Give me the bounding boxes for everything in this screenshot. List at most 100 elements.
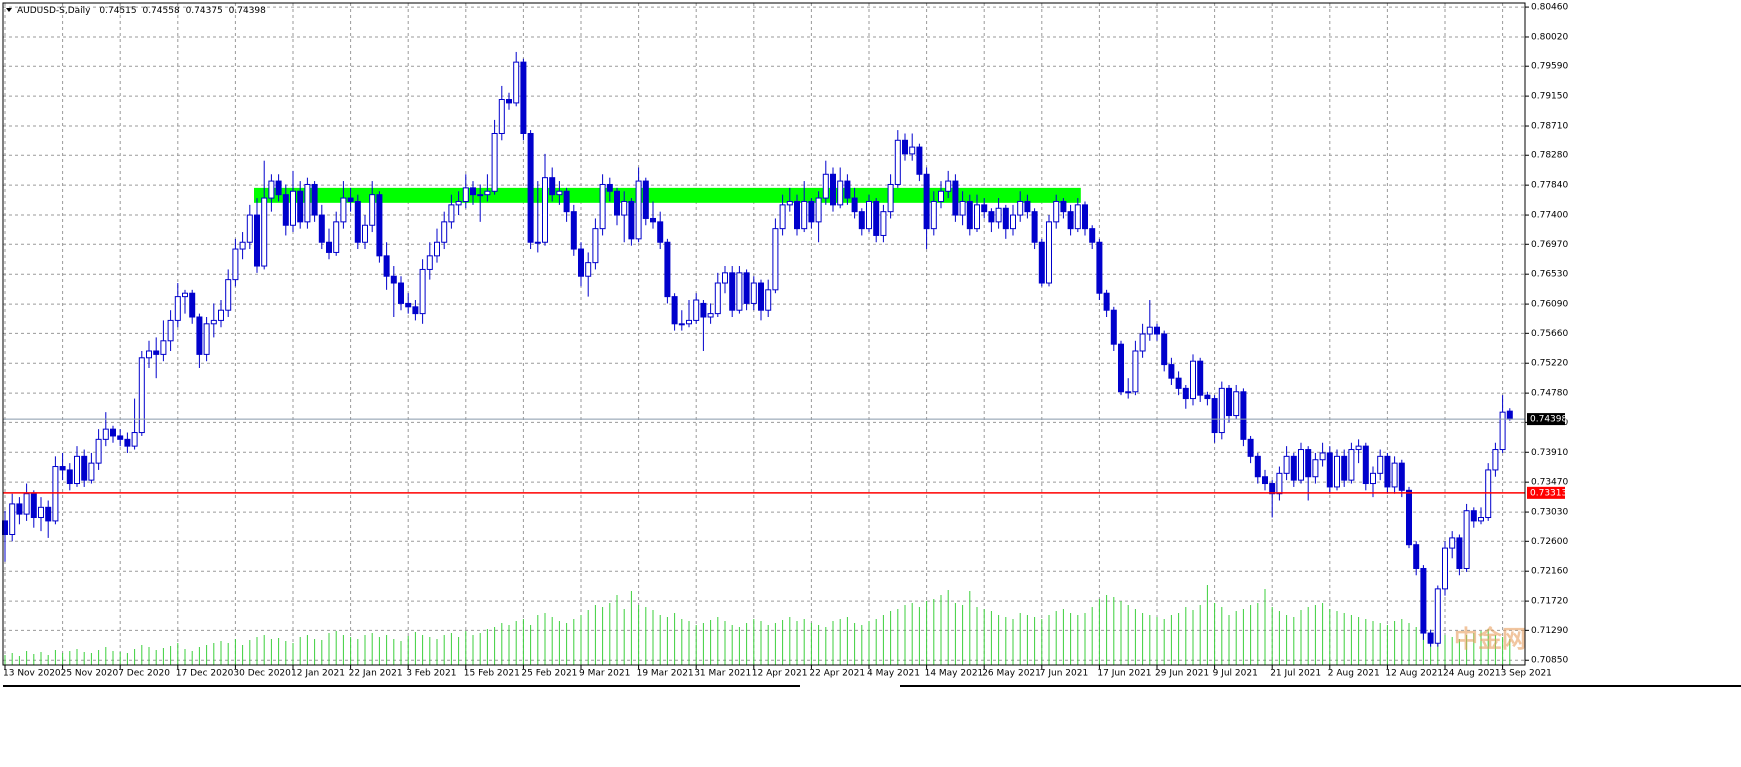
- candle-body: [736, 272, 743, 311]
- y-tick-label: 0.80460: [1531, 3, 1568, 13]
- candle-body: [1427, 632, 1434, 644]
- y-tick-label: 0.77840: [1531, 181, 1568, 191]
- candle-body: [981, 204, 988, 213]
- candle-body: [189, 292, 196, 318]
- candle-body: [390, 275, 397, 284]
- candle-body: [1492, 449, 1499, 471]
- y-tick-label: 0.76090: [1531, 300, 1568, 310]
- candle-body: [1499, 411, 1506, 451]
- candle-body: [1074, 204, 1081, 230]
- candle-body: [678, 323, 685, 326]
- candle-body: [527, 132, 534, 243]
- x-tick-label: 25 Feb 2021: [521, 669, 577, 679]
- candle-body: [203, 323, 210, 355]
- high: 0.74558: [142, 6, 179, 16]
- candle-body: [369, 194, 376, 226]
- candle-body: [117, 435, 124, 440]
- candle-body: [1010, 214, 1016, 230]
- candle-body: [945, 180, 952, 192]
- candle-body: [1197, 360, 1204, 396]
- candle-body: [722, 272, 728, 284]
- y-tick-label: 0.73470: [1531, 478, 1568, 488]
- candle-body: [66, 469, 73, 485]
- candle-body: [830, 173, 836, 206]
- candle-body: [383, 255, 390, 277]
- x-tick-label: 13 Nov 2020: [3, 669, 61, 679]
- candle-body: [282, 194, 289, 226]
- candle-body: [758, 282, 764, 311]
- candle-body: [1204, 394, 1211, 400]
- x-tick-label: 24 Aug 2021: [1443, 669, 1501, 679]
- candle-body: [930, 200, 937, 230]
- candle-body: [138, 357, 145, 434]
- candle-body: [477, 194, 484, 197]
- candle-body: [1182, 387, 1189, 400]
- candle-body: [1240, 391, 1247, 440]
- candle-body: [700, 302, 707, 318]
- resistance-zone: [254, 187, 1081, 203]
- candle-body: [434, 241, 440, 257]
- candle-body: [412, 306, 419, 315]
- candle-body: [563, 190, 570, 213]
- x-tick-label: 9 Mar 2021: [579, 669, 630, 679]
- candle-body: [261, 197, 268, 267]
- x-tick-label: 26 May 2021: [982, 669, 1041, 679]
- candle-body: [837, 180, 844, 206]
- candle-body: [635, 180, 642, 240]
- candle-body: [218, 309, 224, 321]
- candle-body: [1046, 221, 1052, 284]
- candle-body: [1017, 200, 1024, 216]
- candle-body: [599, 183, 606, 230]
- candle-body: [470, 187, 476, 196]
- candle-body: [873, 200, 880, 236]
- candle-body: [729, 272, 736, 311]
- y-tick-label: 0.72600: [1531, 537, 1568, 547]
- candle-body: [232, 248, 239, 281]
- y-tick-label: 0.80020: [1531, 32, 1568, 42]
- candle-body: [455, 200, 462, 206]
- candle-body: [1132, 350, 1139, 393]
- y-tick-label: 0.78710: [1531, 122, 1568, 132]
- candle-body: [1154, 326, 1160, 335]
- x-tick-label: 7 Dec 2020: [118, 669, 170, 679]
- candle-body: [484, 190, 491, 196]
- candle-body: [974, 204, 980, 230]
- y-tick-label: 0.73910: [1531, 448, 1568, 458]
- candle-body: [1420, 567, 1427, 634]
- candle-body: [333, 221, 340, 253]
- candle-body: [801, 200, 808, 230]
- x-tick-label: 31 Mar 2021: [694, 669, 751, 679]
- x-tick-label: 12 Apr 2021: [752, 669, 808, 679]
- x-tick-label: 22 Jan 2021: [349, 669, 403, 679]
- candle-body: [9, 503, 16, 536]
- candle-body: [938, 190, 944, 202]
- candle-body: [1355, 445, 1362, 451]
- candle-body: [1218, 387, 1225, 434]
- candle-body: [88, 462, 95, 481]
- candle-body: [45, 506, 52, 522]
- y-tick-label: 0.70850: [1531, 656, 1568, 666]
- x-tick-label: 7 Jun 2021: [1040, 669, 1088, 679]
- candle-body: [153, 350, 160, 355]
- y-tick-label: 0.79590: [1531, 62, 1568, 72]
- candle-body: [880, 211, 887, 236]
- candle-body: [1319, 452, 1326, 461]
- candle-body: [592, 228, 599, 264]
- candle-body: [1456, 537, 1463, 569]
- candle-body: [794, 200, 800, 230]
- candle-body: [239, 241, 246, 250]
- candle-body: [1262, 476, 1268, 485]
- x-tick-label: 30 Dec 2020: [233, 669, 291, 679]
- candle-body: [146, 350, 152, 359]
- candle-body: [398, 282, 404, 304]
- grid: 0.80460 0.80020 0.79590 0.79150 0.78710 0.782…: [3, 3, 1568, 679]
- candle-body: [520, 61, 527, 134]
- candle-body: [196, 316, 203, 355]
- candle-body: [1038, 241, 1045, 284]
- candle-body: [664, 241, 671, 298]
- candle-body: [290, 190, 296, 226]
- candle-body: [1406, 489, 1412, 546]
- candle-body: [966, 200, 973, 230]
- level-label: 0.73313: [1530, 488, 1567, 498]
